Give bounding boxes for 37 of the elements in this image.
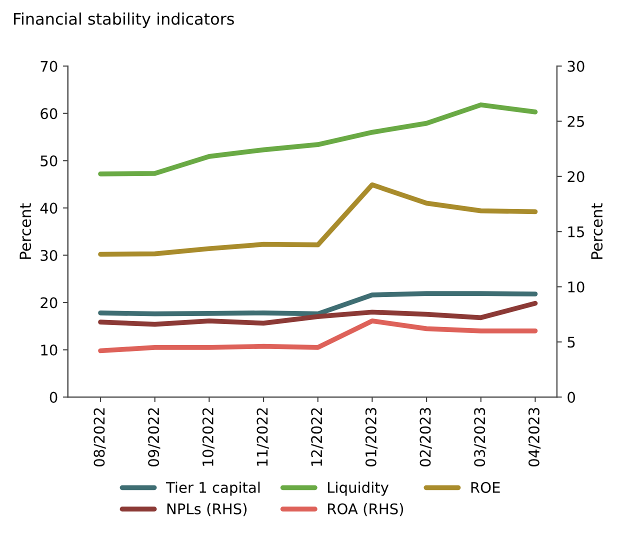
x-tick-label: 04/2023 <box>528 408 541 466</box>
y-tick-label: 60 <box>40 108 58 120</box>
line-series <box>98 318 538 354</box>
y-tick-label: 10 <box>41 344 58 356</box>
y-axis-title: Percent <box>20 203 32 259</box>
y2-axis-title: Percent <box>591 203 603 259</box>
x-tick-label: 11/2022 <box>256 408 269 466</box>
y-tick-label: 40 <box>40 202 58 214</box>
legend-label: NPLs (RHS) <box>167 503 247 516</box>
y-tick-label: 30 <box>40 250 58 261</box>
line-series <box>98 300 538 327</box>
legend-label: ROE <box>471 482 500 493</box>
legend-label: ROA (RHS) <box>328 503 404 516</box>
line-series <box>98 182 538 257</box>
legend-label: Liquidity <box>328 482 389 496</box>
legend-label: Tier 1 capital <box>166 482 260 496</box>
y2-tick-label: 5 <box>568 336 575 348</box>
y-tick-label: 0 <box>50 392 58 403</box>
x-tick-label: 08/2022 <box>94 408 106 466</box>
y2-tick-label: 20 <box>568 171 584 182</box>
x-tick-label: 12/2022 <box>311 408 324 466</box>
x-tick-label: 01/2023 <box>365 408 378 466</box>
y2-tick-label: 25 <box>568 116 584 128</box>
y2-tick-label: 0 <box>568 392 575 403</box>
x-tick-label: 10/2022 <box>202 408 215 466</box>
line-series <box>98 102 538 176</box>
y-tick-label: 50 <box>40 155 58 166</box>
x-tick-label: 09/2022 <box>148 408 160 466</box>
y-tick-label: 20 <box>40 297 58 308</box>
x-tick-label: 03/2023 <box>474 408 486 466</box>
line-series <box>98 291 538 316</box>
y2-tick-label: 10 <box>568 281 584 292</box>
x-tick-label: 02/2023 <box>420 408 432 466</box>
chart-title: Financial stability indicators <box>14 12 234 28</box>
y-tick-label: 70 <box>40 60 58 72</box>
y2-tick-label: 30 <box>568 60 584 72</box>
y2-tick-label: 15 <box>568 226 584 238</box>
